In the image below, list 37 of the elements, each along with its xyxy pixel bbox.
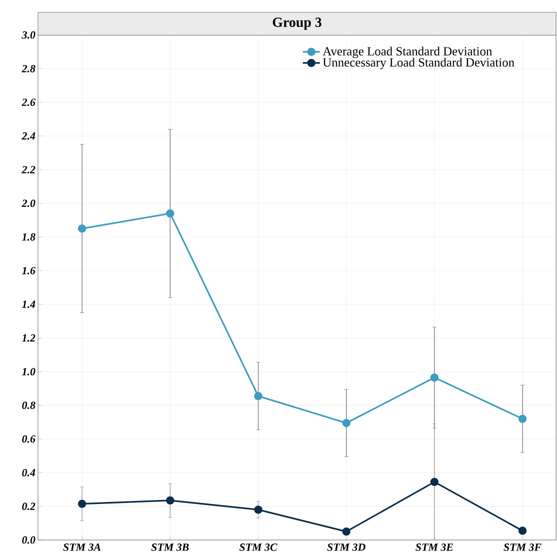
y-tick-label: 2.0 (22, 200, 36, 208)
y-tick-label: 1.0 (22, 368, 36, 376)
point (78, 224, 86, 233)
y-tick-label: 2.6 (22, 98, 36, 106)
legend-label: Average Load Standard Deviation (322, 46, 492, 58)
x-tick-label: STM 3A (63, 544, 101, 551)
chart-title: Group 3 (272, 18, 322, 30)
point (518, 526, 527, 535)
point (254, 392, 262, 400)
y-tick-label: 1.8 (22, 233, 36, 241)
y-tick-label: 1.4 (22, 300, 36, 308)
x-tick-label: STM 3F (504, 544, 542, 551)
y-tick-label: 1.2 (22, 334, 36, 342)
y-tick-label: 2.4 (22, 132, 36, 140)
y-tick-label: 2.2 (22, 166, 36, 174)
y-tick-label: 0.8 (22, 402, 36, 410)
y-tick-label: 3.0 (22, 31, 36, 39)
point (166, 209, 174, 218)
y-tick-label: 0.0 (22, 536, 36, 544)
y-tick-label: 0.4 (22, 468, 36, 476)
x-tick-label: STM 3B (151, 544, 189, 551)
y-tick-label: 1.6 (22, 266, 36, 274)
point (166, 496, 174, 505)
y-tick-label: 0.2 (22, 502, 36, 510)
x-tick-label: STM 3D (327, 544, 366, 551)
point (430, 373, 439, 382)
x-tick-label: STM 3C (239, 544, 278, 551)
x-tick-label: STM 3E (416, 544, 453, 551)
point (518, 414, 527, 423)
point (342, 418, 350, 428)
point (342, 527, 350, 536)
point (254, 506, 262, 514)
y-tick-label: 2.8 (22, 64, 36, 72)
point (430, 478, 439, 486)
legend-label: Unnecessary Load Standard Deviation (322, 58, 514, 70)
point (78, 500, 86, 508)
y-tick-label: 0.6 (22, 435, 36, 443)
